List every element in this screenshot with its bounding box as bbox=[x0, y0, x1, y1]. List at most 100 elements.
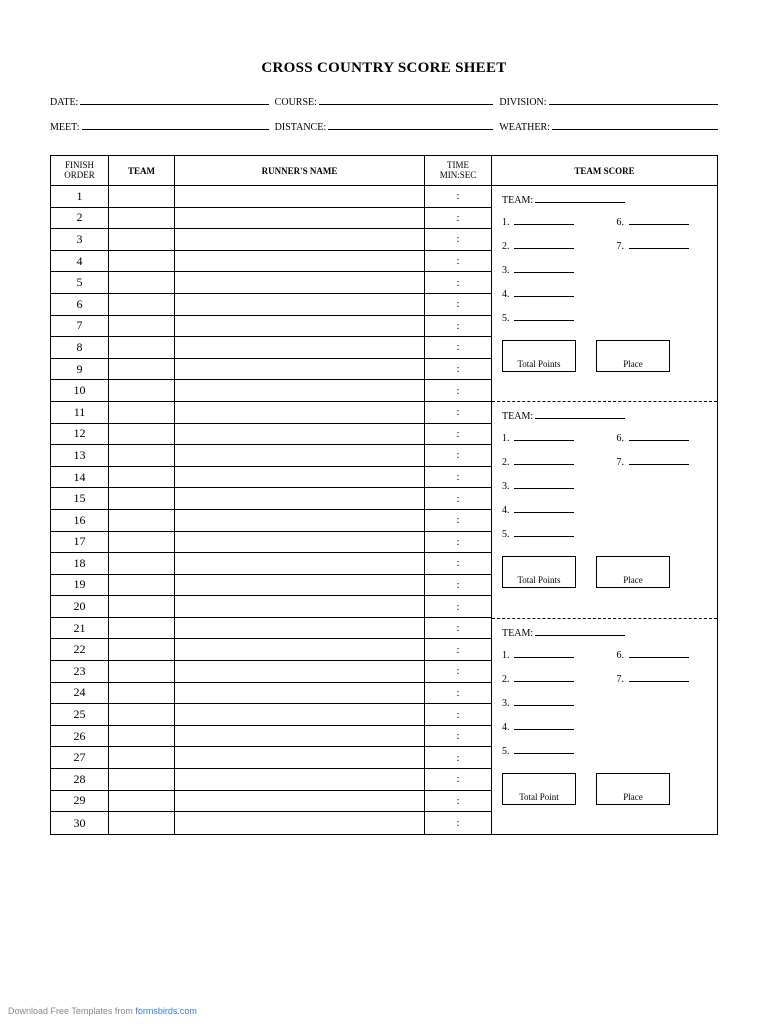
table-row[interactable]: 20: bbox=[51, 596, 491, 618]
cell-time[interactable]: : bbox=[425, 488, 491, 509]
table-row[interactable]: 7: bbox=[51, 316, 491, 338]
cell-team[interactable] bbox=[109, 661, 175, 682]
table-row[interactable]: 21: bbox=[51, 618, 491, 640]
cell-runner[interactable] bbox=[175, 380, 425, 401]
cell-team[interactable] bbox=[109, 359, 175, 380]
cell-team[interactable] bbox=[109, 337, 175, 358]
table-row[interactable]: 26: bbox=[51, 726, 491, 748]
cell-runner[interactable] bbox=[175, 661, 425, 682]
cell-time[interactable]: : bbox=[425, 208, 491, 229]
runner-slot[interactable]: 3. bbox=[502, 264, 593, 276]
cell-team[interactable] bbox=[109, 229, 175, 250]
cell-team[interactable] bbox=[109, 510, 175, 531]
cell-time[interactable]: : bbox=[425, 294, 491, 315]
cell-runner[interactable] bbox=[175, 294, 425, 315]
cell-team[interactable] bbox=[109, 596, 175, 617]
runner-slot[interactable]: 2. bbox=[502, 673, 593, 685]
runner-slot[interactable]: 6. bbox=[617, 216, 708, 228]
table-row[interactable]: 3: bbox=[51, 229, 491, 251]
table-row[interactable]: 5: bbox=[51, 272, 491, 294]
runner-slot[interactable]: 2. bbox=[502, 456, 593, 468]
cell-runner[interactable] bbox=[175, 553, 425, 574]
cell-time[interactable]: : bbox=[425, 186, 491, 207]
cell-runner[interactable] bbox=[175, 229, 425, 250]
table-row[interactable]: 10: bbox=[51, 380, 491, 402]
total-points-box[interactable]: Total Points bbox=[502, 556, 576, 588]
cell-runner[interactable] bbox=[175, 769, 425, 790]
cell-time[interactable]: : bbox=[425, 726, 491, 747]
cell-team[interactable] bbox=[109, 380, 175, 401]
table-row[interactable]: 18: bbox=[51, 553, 491, 575]
cell-runner[interactable] bbox=[175, 445, 425, 466]
cell-team[interactable] bbox=[109, 683, 175, 704]
table-row[interactable]: 4: bbox=[51, 251, 491, 273]
cell-runner[interactable] bbox=[175, 272, 425, 293]
place-box[interactable]: Place bbox=[596, 556, 670, 588]
cell-time[interactable]: : bbox=[425, 704, 491, 725]
table-row[interactable]: 30: bbox=[51, 812, 491, 834]
table-row[interactable]: 12: bbox=[51, 424, 491, 446]
table-row[interactable]: 25: bbox=[51, 704, 491, 726]
meta-course[interactable]: COURSE: bbox=[275, 95, 494, 108]
table-row[interactable]: 15: bbox=[51, 488, 491, 510]
cell-runner[interactable] bbox=[175, 467, 425, 488]
cell-team[interactable] bbox=[109, 639, 175, 660]
cell-runner[interactable] bbox=[175, 618, 425, 639]
cell-team[interactable] bbox=[109, 488, 175, 509]
table-row[interactable]: 29: bbox=[51, 791, 491, 813]
runner-slot[interactable]: 7. bbox=[617, 673, 708, 685]
cell-time[interactable]: : bbox=[425, 812, 491, 834]
cell-team[interactable] bbox=[109, 769, 175, 790]
place-box[interactable]: Place bbox=[596, 773, 670, 805]
table-row[interactable]: 23: bbox=[51, 661, 491, 683]
cell-runner[interactable] bbox=[175, 575, 425, 596]
runner-slot[interactable]: 4. bbox=[502, 288, 593, 300]
cell-runner[interactable] bbox=[175, 251, 425, 272]
cell-team[interactable] bbox=[109, 424, 175, 445]
table-row[interactable]: 14: bbox=[51, 467, 491, 489]
table-row[interactable]: 19: bbox=[51, 575, 491, 597]
cell-time[interactable]: : bbox=[425, 575, 491, 596]
table-row[interactable]: 22: bbox=[51, 639, 491, 661]
table-row[interactable]: 1: bbox=[51, 186, 491, 208]
team-name-field[interactable]: TEAM: bbox=[502, 410, 707, 422]
cell-runner[interactable] bbox=[175, 704, 425, 725]
runner-slot[interactable]: 1. bbox=[502, 216, 593, 228]
cell-runner[interactable] bbox=[175, 596, 425, 617]
table-row[interactable]: 8: bbox=[51, 337, 491, 359]
cell-runner[interactable] bbox=[175, 402, 425, 423]
cell-time[interactable]: : bbox=[425, 747, 491, 768]
runner-slot[interactable]: 5. bbox=[502, 528, 593, 540]
team-name-field[interactable]: TEAM: bbox=[502, 627, 707, 639]
cell-team[interactable] bbox=[109, 467, 175, 488]
cell-runner[interactable] bbox=[175, 812, 425, 834]
cell-time[interactable]: : bbox=[425, 510, 491, 531]
cell-time[interactable]: : bbox=[425, 553, 491, 574]
cell-time[interactable]: : bbox=[425, 769, 491, 790]
cell-time[interactable]: : bbox=[425, 229, 491, 250]
cell-team[interactable] bbox=[109, 294, 175, 315]
cell-team[interactable] bbox=[109, 445, 175, 466]
cell-team[interactable] bbox=[109, 402, 175, 423]
total-points-box[interactable]: Total Points bbox=[502, 340, 576, 372]
place-box[interactable]: Place bbox=[596, 340, 670, 372]
cell-time[interactable]: : bbox=[425, 791, 491, 812]
cell-team[interactable] bbox=[109, 272, 175, 293]
runner-slot[interactable]: 1. bbox=[502, 432, 593, 444]
table-row[interactable]: 16: bbox=[51, 510, 491, 532]
cell-team[interactable] bbox=[109, 747, 175, 768]
runner-slot[interactable]: 7. bbox=[617, 240, 708, 252]
runner-slot[interactable]: 2. bbox=[502, 240, 593, 252]
cell-runner[interactable] bbox=[175, 791, 425, 812]
meta-weather[interactable]: WEATHER: bbox=[499, 120, 718, 133]
cell-time[interactable]: : bbox=[425, 532, 491, 553]
runner-slot[interactable]: 1. bbox=[502, 649, 593, 661]
total-points-box[interactable]: Total Point bbox=[502, 773, 576, 805]
team-name-field[interactable]: TEAM: bbox=[502, 194, 707, 206]
cell-time[interactable]: : bbox=[425, 251, 491, 272]
cell-team[interactable] bbox=[109, 618, 175, 639]
table-row[interactable]: 28: bbox=[51, 769, 491, 791]
cell-team[interactable] bbox=[109, 704, 175, 725]
cell-time[interactable]: : bbox=[425, 316, 491, 337]
runner-slot[interactable]: 7. bbox=[617, 456, 708, 468]
